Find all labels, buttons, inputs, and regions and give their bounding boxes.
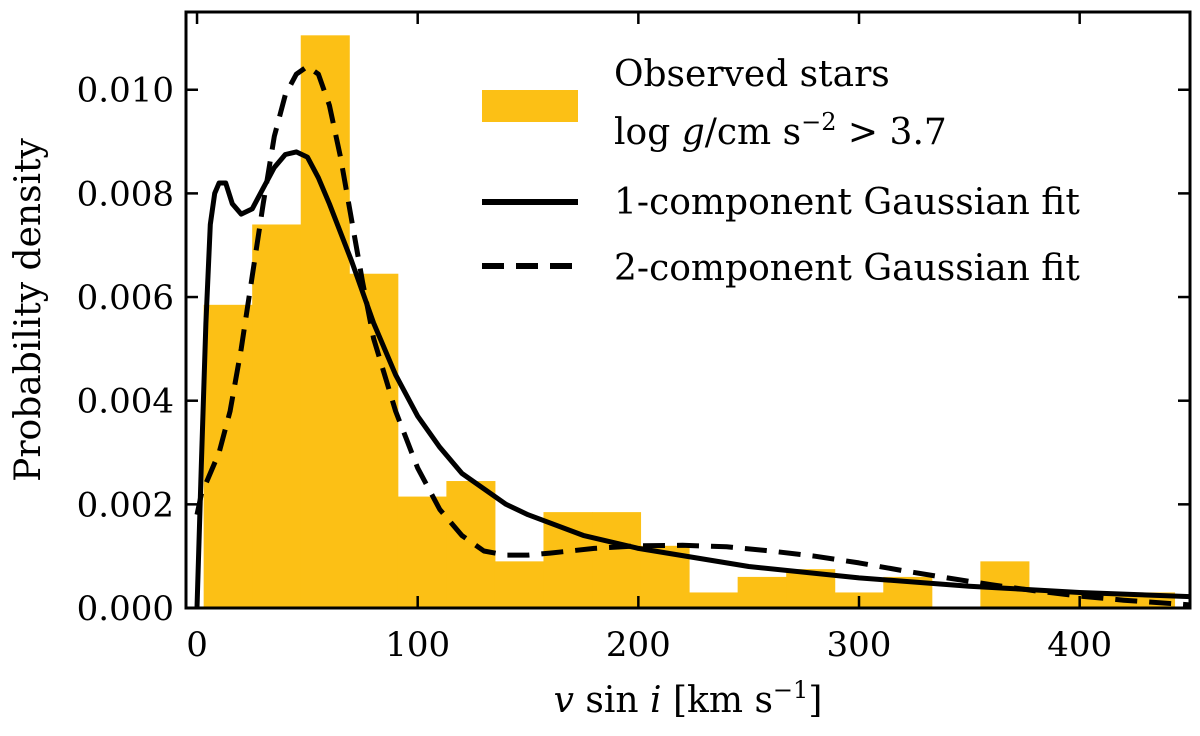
x-axis-label: v sin i [km s−1] <box>554 676 823 721</box>
histogram-bar <box>689 592 739 608</box>
histogram-bar <box>300 35 350 608</box>
y-axis-label: Probability density <box>8 137 49 481</box>
plot-frame <box>184 10 1192 610</box>
legend-label-observed-stars: Observed stars <box>614 54 890 95</box>
fit-lines <box>194 63 1190 608</box>
legend-swatch-observed-stars <box>482 90 578 122</box>
histogram-bar <box>543 512 593 608</box>
y-tick-label: 0.000 <box>77 589 174 629</box>
x-tick-label: 0 <box>186 625 208 665</box>
legend-label-2-component-fit: 2-component Gaussian fit <box>614 248 1080 289</box>
histogram-bar <box>494 561 544 608</box>
x-tick-label: 100 <box>385 625 450 665</box>
y-tick-label: 0.010 <box>77 71 174 111</box>
histogram-bar <box>203 304 253 608</box>
x-tick-label: 200 <box>606 625 671 665</box>
x-tick-label: 300 <box>827 625 892 665</box>
histogram-bar <box>397 496 447 608</box>
legend-label-logg-cut: log g/cm s−2 > 3.7 <box>614 108 947 153</box>
histogram-bar <box>737 576 787 608</box>
y-tick-label: 0.006 <box>77 278 174 318</box>
y-tick-label: 0.004 <box>77 382 174 422</box>
legend: Observed stars log g/cm s−2 > 3.7 1-comp… <box>482 54 1080 289</box>
series-line-1-component-fit <box>194 149 1190 608</box>
histogram-bar <box>592 512 642 608</box>
series-line-2-component-fit <box>194 63 1190 608</box>
legend-label-1-component-fit: 1-component Gaussian fit <box>614 182 1080 223</box>
histogram-bar <box>252 224 302 608</box>
y-tick-label: 0.008 <box>77 174 174 214</box>
histogram-bar <box>446 481 496 608</box>
y-tick-label: 0.002 <box>77 485 174 525</box>
axis-ticks: 0 100 200 300 400 0.000 0.002 0.004 0.006 0.008 0.… <box>77 12 1190 665</box>
x-tick-label: 400 <box>1047 625 1112 665</box>
